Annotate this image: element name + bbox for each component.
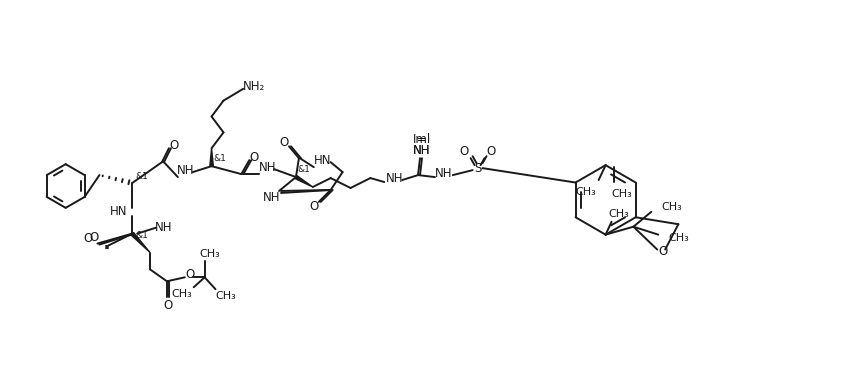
Text: &1: &1 [298, 164, 310, 173]
Text: &1: &1 [136, 172, 148, 181]
Text: Iml: Iml [413, 133, 431, 146]
Text: ═: ═ [417, 134, 425, 147]
Text: O: O [459, 145, 469, 158]
Text: O: O [309, 200, 319, 213]
Text: NH: NH [435, 167, 453, 180]
Text: NH: NH [385, 172, 403, 185]
Text: CH₃: CH₃ [171, 289, 192, 299]
Text: NH: NH [259, 161, 276, 174]
Text: O: O [164, 299, 173, 311]
Text: S: S [474, 162, 481, 175]
Text: CH₃: CH₃ [668, 233, 689, 242]
Text: O: O [279, 136, 288, 149]
Text: NH: NH [413, 144, 431, 157]
Text: NH₂: NH₂ [243, 80, 266, 93]
Text: CH₃: CH₃ [576, 187, 596, 197]
Text: O: O [83, 232, 93, 245]
Polygon shape [210, 148, 213, 166]
Text: O: O [250, 151, 259, 164]
Text: O: O [487, 145, 496, 158]
Text: HN: HN [110, 205, 127, 218]
Text: NH: NH [263, 191, 281, 204]
Text: CH₃: CH₃ [199, 250, 220, 260]
Text: CH₃: CH₃ [608, 209, 629, 219]
Text: &1: &1 [136, 231, 148, 240]
Polygon shape [131, 232, 150, 253]
Text: CH₃: CH₃ [661, 202, 682, 212]
Text: NH: NH [413, 144, 431, 157]
Text: CH₃: CH₃ [611, 189, 632, 199]
Text: CH₃: CH₃ [215, 291, 236, 301]
Text: O: O [90, 231, 99, 244]
Text: HN: HN [314, 154, 331, 167]
Polygon shape [295, 176, 313, 187]
Text: O: O [169, 139, 179, 152]
Text: NH: NH [177, 164, 195, 177]
Text: O: O [658, 245, 668, 258]
Text: NH: NH [155, 221, 173, 234]
Text: O: O [185, 268, 195, 281]
Text: &1: &1 [213, 154, 226, 163]
